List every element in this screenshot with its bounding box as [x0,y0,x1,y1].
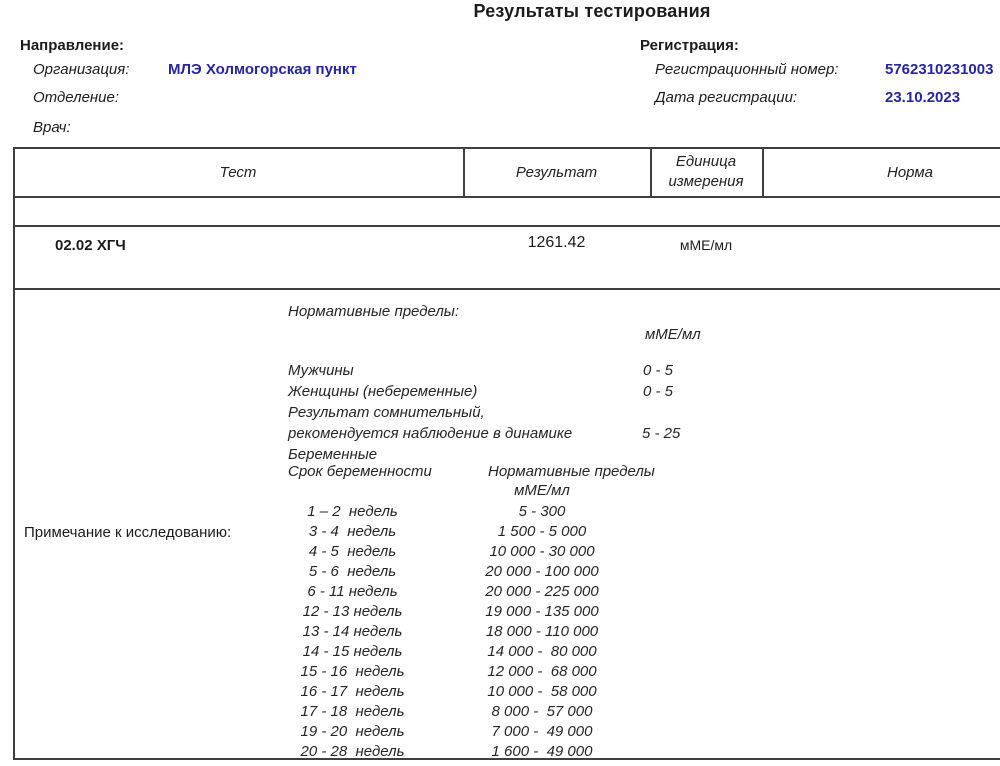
value-range: 19 000 - 135 000 [485,603,599,620]
table-bottom-rule [13,758,1000,760]
week-range: 12 - 13 недель [302,603,403,620]
week-row: 20 - 28 недель 1 600 - 49 000 [0,743,1000,763]
general-row-name: Мужчины [288,362,354,379]
week-row: 12 - 13 недель 19 000 - 135 000 [0,603,1000,623]
week-range: 4 - 5 недель [308,543,397,560]
value-range: 10 000 - 30 000 [489,543,595,560]
pregnancy-col2-header: Нормативные пределы [488,463,655,480]
value-range: 1 600 - 49 000 [491,743,593,760]
value-range: 12 000 - 68 000 [487,663,597,680]
col-header-unit-line2: измерения [668,173,744,190]
value-range: 5 - 300 [518,503,566,520]
col-header-test: Тест [219,164,257,181]
table-result-bottom-rule [13,288,1000,290]
test-unit-cell: мМЕ/мл [679,237,733,253]
week-range: 6 - 11 недель [307,583,398,600]
header-col-divider-2 [650,147,652,198]
week-range: 20 - 28 недель [300,743,405,760]
general-row-name: Женщины (небеременные) [288,383,478,400]
general-row-range: 0 - 5 [643,383,674,400]
table-left-border [13,147,15,760]
organization-value: МЛЭ Холмогорская пункт [168,61,357,78]
normative-unit: мМЕ/мл [645,326,701,343]
registration-number-label: Регистрационный номер: [655,61,839,78]
general-row-name: рекомендуется наблюдение в динамике [288,425,573,442]
value-range: 10 000 - 58 000 [487,683,597,700]
normative-heading: Нормативные пределы: [288,303,460,320]
header-col-divider-3 [762,147,764,198]
week-row: 1 – 2 недель 5 - 300 [0,503,1000,523]
week-row: 6 - 11 недель 20 000 - 225 000 [0,583,1000,603]
week-row: 5 - 6 недель 20 000 - 100 000 [0,563,1000,583]
value-range: 7 000 - 49 000 [491,723,593,740]
department-label: Отделение: [33,89,120,106]
week-row: 15 - 16 недель 12 000 - 68 000 [0,663,1000,683]
week-row: 3 - 4 недель 1 500 - 5 000 [0,523,1000,543]
registration-date-label: Дата регистрации: [655,89,798,106]
page-title: Результаты тестирования [473,1,711,21]
week-range: 14 - 15 недель [302,643,403,660]
value-range: 20 000 - 100 000 [485,563,599,580]
week-range: 19 - 20 недель [300,723,405,740]
table-header-bottom-rule [13,196,1000,198]
general-row-range: 0 - 5 [643,362,674,379]
registration-number-value: 5762310231003 [885,61,994,78]
header-col-divider-1 [463,147,465,198]
week-range: 3 - 4 недель [308,523,397,540]
week-range: 15 - 16 недель [300,663,405,680]
pregnancy-col2-unit: мМЕ/мл [514,482,570,499]
week-range: 17 - 18 недель [300,703,405,720]
general-row-name: Результат сомнительный, [288,404,485,421]
week-row: 17 - 18 недель 8 000 - 57 000 [0,703,1000,723]
general-row-range: 5 - 25 [642,425,681,442]
value-range: 20 000 - 225 000 [485,583,599,600]
week-range: 13 - 14 недель [302,623,403,640]
registration-date-value: 23.10.2023 [885,89,961,106]
week-range: 1 – 2 недель [307,503,398,520]
week-row: 19 - 20 недель 7 000 - 49 000 [0,723,1000,743]
col-header-result: Результат [515,164,598,181]
pregnancy-col1-header: Срок беременности [288,463,432,480]
col-header-norm: Норма [887,164,933,181]
week-row: 16 - 17 недель 10 000 - 58 000 [0,683,1000,703]
week-row: 14 - 15 недель 14 000 - 80 000 [0,643,1000,663]
value-range: 8 000 - 57 000 [491,703,593,720]
week-row: 4 - 5 недель 10 000 - 30 000 [0,543,1000,563]
organization-label: Организация: [33,61,130,78]
test-name-cell: 02.02 ХГЧ [55,237,126,254]
direction-heading: Направление: [20,37,125,54]
table-top-rule [13,147,1000,149]
table-empty-row-rule [13,225,1000,227]
value-range: 1 500 - 5 000 [497,523,587,540]
col-header-unit-line1: Единица [675,153,737,170]
general-row-name: Беременные [288,446,378,463]
week-range: 5 - 6 недель [308,563,397,580]
note-label: Примечание к исследованию: [24,524,232,541]
registration-heading: Регистрация: [640,37,739,54]
week-range: 16 - 17 недель [300,683,405,700]
value-range: 14 000 - 80 000 [487,643,597,660]
test-result-cell: 1261.42 [527,234,586,251]
week-row: 13 - 14 недель 18 000 - 110 000 [0,623,1000,643]
doctor-label: Врач: [33,119,71,136]
value-range: 18 000 - 110 000 [485,623,599,640]
